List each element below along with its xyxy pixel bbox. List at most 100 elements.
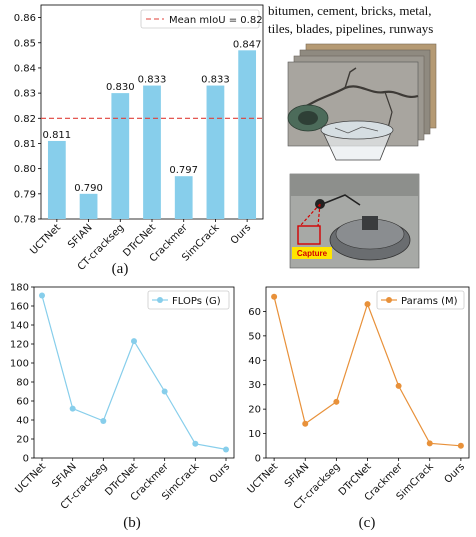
x-tick-label: SFIAN <box>66 222 95 251</box>
x-tick-label: SFIAN <box>50 461 79 490</box>
data-point-simcrack <box>192 440 199 447</box>
panel-b-legend: FLOPs (G) <box>147 290 230 310</box>
data-point-sfian <box>69 405 76 412</box>
materials-text-line1: bitumen, cement, bricks, metal, <box>268 3 432 18</box>
panel-c-legend: Params (M) <box>376 290 465 310</box>
bar-ct-crackseg <box>111 93 130 219</box>
data-point-ours <box>457 442 464 449</box>
y-tick-label: 20 <box>16 435 29 446</box>
panel-c-y-axis: 0 10 20 30 40 50 60 <box>248 307 266 465</box>
panel-c: 0 10 20 30 40 50 60 UCTNet SFIANCT-cracksegDTrC… <box>246 286 470 531</box>
data-point-ct-crackseg <box>100 417 107 424</box>
y-tick-label: 100 <box>10 359 29 370</box>
crack-branch <box>344 67 357 89</box>
robot-photo: Capture <box>289 173 420 269</box>
legend-box <box>140 9 260 29</box>
robot-photo-background <box>290 174 419 196</box>
y-tick-label: 0.80 <box>14 164 36 175</box>
x-tick-label: UCTNet <box>246 461 281 496</box>
flops-series-line <box>41 295 227 450</box>
bar-value-label: 0.830 <box>106 82 135 93</box>
legend-marker-icon <box>386 297 392 303</box>
legend-box <box>147 290 230 310</box>
y-tick-label: 0 <box>255 454 261 465</box>
caption-a: (a) <box>112 261 129 277</box>
caption-b: (b) <box>123 515 141 531</box>
panel-a-y-axis: 0.78 0.79 0.80 0.81 0.82 0.83 0.84 0.85 0.86 <box>14 13 41 226</box>
legend-label: FLOPs (G) <box>172 296 221 307</box>
data-point-simcrack <box>426 440 433 447</box>
panel-b-y-axis: 0 20 40 60 80 100 120 140 160 180 <box>10 283 34 465</box>
bar-value-label: 0.833 <box>201 75 230 86</box>
data-point-ours <box>223 446 229 453</box>
y-tick-label: 0.78 <box>14 215 36 226</box>
y-tick-label: 60 <box>248 307 261 318</box>
data-point-sfian <box>302 420 309 427</box>
panel-c-frame <box>265 286 470 459</box>
y-tick-label: 50 <box>248 331 261 342</box>
bar-uctnet <box>47 140 66 219</box>
y-tick-label: 20 <box>248 405 261 416</box>
y-tick-label: 10 <box>248 429 261 440</box>
bar-value-label: 0.790 <box>74 183 103 194</box>
bar-value-label: 0.833 <box>138 75 167 86</box>
y-tick-label: 0.84 <box>14 63 36 74</box>
panel-a-x-axis: UCTNet SFIANCT-cracksegDTrCNetCrackmerSim… <box>28 219 253 273</box>
params-series-points <box>271 293 464 449</box>
pipe-opening-icon <box>298 111 318 125</box>
x-tick-label: Ours <box>208 461 232 485</box>
y-tick-label: 160 <box>10 302 29 313</box>
capture-ray-right <box>317 203 321 227</box>
x-tick-label: Ours <box>443 461 467 485</box>
panel-a-legend: Mean mIoU = 0.82 <box>140 9 263 29</box>
y-tick-label: 0.85 <box>14 38 36 49</box>
crack-line <box>299 85 419 111</box>
data-point-dtrcnet <box>364 301 371 308</box>
data-point-crackmer <box>161 388 168 395</box>
y-tick-label: 0.83 <box>14 89 36 100</box>
bar-dtrcnet <box>143 85 161 220</box>
x-tick-label: Ours <box>229 222 253 246</box>
illustration-panel: bitumen, cement, bricks, metal, tiles, b… <box>268 3 437 269</box>
legend-marker-icon <box>157 297 163 303</box>
crack-branch-2 <box>384 91 393 129</box>
y-tick-label: 140 <box>10 321 29 332</box>
legend-label: Mean mIoU = 0.82 <box>169 15 263 26</box>
bar-ours <box>238 50 257 220</box>
bar-simcrack <box>206 85 225 220</box>
materials-text-line2: tiles, blades, pipelines, runways <box>268 21 433 36</box>
y-tick-label: 0.86 <box>14 13 36 24</box>
data-point-uctnet <box>39 292 45 299</box>
caption-c: (c) <box>359 515 376 531</box>
y-tick-label: 80 <box>16 378 29 389</box>
panel-b: 0 20 40 60 80 100 120 140 160 180 UCTNet SFIANCT-c… <box>10 283 235 531</box>
y-tick-label: 0 <box>23 454 29 465</box>
y-tick-label: 0.82 <box>14 114 36 125</box>
y-tick-label: 120 <box>10 340 29 351</box>
bar-value-label: 0.811 <box>43 130 72 141</box>
x-tick-label: SFIAN <box>283 461 312 490</box>
zoom-crack <box>334 126 379 134</box>
bar-value-label: 0.847 <box>233 39 262 50</box>
panel-a: 0.78 0.79 0.80 0.81 0.82 0.83 0.84 0.85 0.86 0.8… <box>14 4 264 277</box>
params-series-line <box>273 296 461 447</box>
data-point-dtrcnet <box>131 338 137 345</box>
bar-crackmer <box>174 176 193 219</box>
panel-c-x-axis: UCTNet SFIANCT-cracksegDTrCNetCrackmerSim… <box>246 458 467 512</box>
robot-sensor-icon <box>362 216 378 230</box>
capture-label-box <box>292 247 332 259</box>
magnifier-cone <box>320 120 394 161</box>
legend-label: Params (M) <box>401 296 458 307</box>
data-point-ct-crackseg <box>333 398 340 405</box>
zoom-lens <box>320 120 394 140</box>
capture-region <box>297 225 321 245</box>
data-point-crackmer <box>395 382 402 389</box>
legend-box <box>376 290 465 310</box>
y-tick-label: 180 <box>10 283 29 294</box>
y-tick-label: 0.81 <box>14 139 36 150</box>
y-tick-label: 60 <box>16 397 29 408</box>
flops-series-points <box>39 292 229 453</box>
y-tick-label: 0.79 <box>14 189 36 200</box>
x-tick-label: UCTNet <box>28 222 63 257</box>
y-tick-label: 40 <box>16 416 29 427</box>
